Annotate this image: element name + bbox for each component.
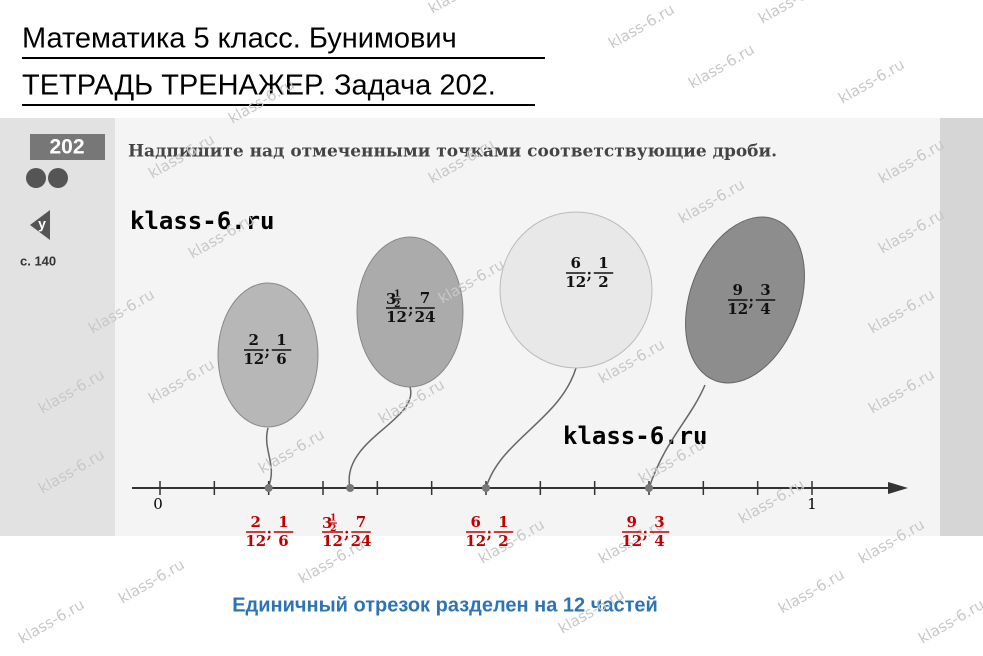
separator: ; <box>487 524 493 542</box>
fraction-num: 1 <box>276 331 286 349</box>
note: Единичный отрезок разделен на 12 частей <box>232 594 658 616</box>
fraction-num: 3 <box>654 513 664 531</box>
fraction-num: 7 <box>356 513 366 531</box>
separator: ; <box>408 300 414 318</box>
fraction-den: 6 <box>276 350 286 368</box>
axis-arrow <box>888 482 908 494</box>
fraction-den: 24 <box>415 308 436 326</box>
fraction-den: 12 <box>565 273 586 291</box>
difficulty-dot <box>26 168 46 188</box>
point <box>346 484 355 492</box>
watermark: klass-6.ru <box>915 595 983 647</box>
separator: ; <box>643 524 649 542</box>
watermark: klass-6.ru <box>605 0 677 52</box>
string <box>265 427 273 489</box>
separator: ; <box>267 524 273 542</box>
fraction-den: 12 <box>465 532 486 550</box>
point <box>264 484 273 492</box>
fraction-den: 12 <box>322 532 343 550</box>
watermark-logo: klass-6.ru <box>130 207 275 235</box>
separator: ; <box>587 265 593 283</box>
header-line2: ТЕТРАДЬ ТРЕНАЖЕР. Задача 202. <box>22 70 496 102</box>
task-icon: у <box>38 216 46 232</box>
axis-label: 0 <box>153 495 163 513</box>
fraction-den: 2 <box>498 532 508 550</box>
watermark-logo: klass-6.ru <box>563 422 708 450</box>
watermark: klass-6.ru <box>685 40 757 92</box>
point <box>482 484 490 492</box>
arrow-icon <box>30 210 50 240</box>
fraction-num: 3 <box>760 281 770 299</box>
fraction-den: 12 <box>386 308 407 326</box>
fraction-num: 2 <box>249 331 259 349</box>
fraction-den: 12 <box>245 532 266 550</box>
page-ref: с. 140 <box>20 253 56 268</box>
string <box>485 367 577 489</box>
watermark: klass-6.ru <box>775 565 847 617</box>
watermark: klass-6.ru <box>115 555 187 607</box>
watermark: klass-6.ru <box>755 0 827 27</box>
fraction-den: 12 <box>621 532 642 550</box>
axis-label: 1 <box>807 495 817 513</box>
fraction-den: 12 <box>243 350 264 368</box>
balloon <box>356 236 464 388</box>
fraction-num: 9 <box>733 281 743 299</box>
fraction-num: 9 <box>627 513 637 531</box>
difficulty-dot <box>48 168 68 188</box>
watermark: klass-6.ru <box>15 595 87 647</box>
fraction-den: 2 <box>598 273 608 291</box>
fraction-den: 4 <box>654 532 664 550</box>
fraction-num: 1 <box>598 254 608 272</box>
fraction-num: 1 <box>498 513 508 531</box>
fraction-den: 4 <box>760 300 770 318</box>
balloon <box>217 282 319 428</box>
fraction-num: 2 <box>251 513 261 531</box>
string <box>648 384 706 489</box>
instruction: Надпишите над отмеченными точками соотве… <box>128 142 777 162</box>
watermark: klass-6.ru <box>425 0 497 17</box>
fraction-whole: 3 <box>386 290 396 308</box>
textbook-scan <box>0 118 983 536</box>
header-line1: Математика 5 класс. Бунимович <box>22 23 457 55</box>
fraction-whole: 3 <box>322 514 332 532</box>
fraction-num: 6 <box>471 513 481 531</box>
fraction-num: 1 <box>330 513 336 523</box>
task-number-box <box>30 134 105 160</box>
separator: ; <box>344 524 350 542</box>
task-number: 202 <box>49 136 84 159</box>
fraction-num: 1 <box>278 513 288 531</box>
balloon <box>499 211 653 369</box>
right-strip <box>940 118 983 536</box>
fraction-den: 12 <box>727 300 748 318</box>
watermark: klass-6.ru <box>835 55 907 107</box>
fraction-num: 1 <box>394 289 400 299</box>
fraction-den: 24 <box>351 532 372 550</box>
separator: ; <box>265 342 271 360</box>
point <box>645 484 653 492</box>
fraction-den: 2 <box>330 524 336 534</box>
fraction-den: 2 <box>394 300 400 310</box>
fraction-num: 7 <box>420 289 430 307</box>
fraction-den: 6 <box>278 532 288 550</box>
separator: ; <box>749 292 755 310</box>
string <box>348 386 412 489</box>
fraction-num: 6 <box>571 254 581 272</box>
